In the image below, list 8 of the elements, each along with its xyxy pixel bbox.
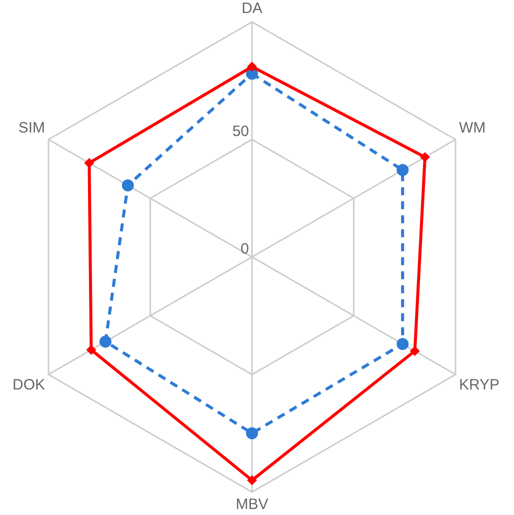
y-tick-label: 50 xyxy=(232,123,249,140)
spoke-label: KRYP xyxy=(458,376,500,394)
spoke-label: MBV xyxy=(236,496,268,514)
spoke-label: SIM xyxy=(18,120,46,137)
spoke-label: DA xyxy=(242,0,262,18)
y-tick-label: 0 xyxy=(240,240,249,258)
spoke-label: WM xyxy=(458,120,486,137)
spoke-label: DOK xyxy=(12,376,46,394)
